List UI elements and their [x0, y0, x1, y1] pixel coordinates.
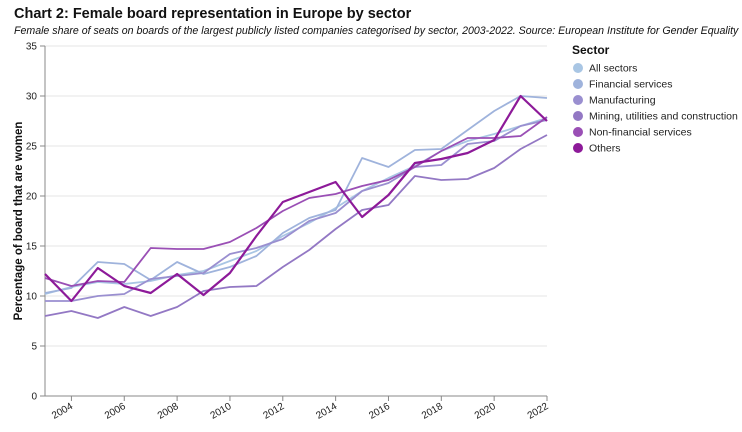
x-tick-label: 2018 — [420, 401, 445, 422]
y-tick-label: 35 — [26, 42, 38, 53]
x-tick-label: 2006 — [103, 401, 128, 422]
legend-swatch — [573, 111, 583, 121]
x-tick-label: 2004 — [50, 401, 75, 422]
y-axis-label: Percentage of board that are women — [13, 122, 25, 321]
legend: Sector All sectors Financial services Manuf… — [572, 43, 738, 155]
y-tick-label: 0 — [31, 392, 37, 403]
y-tick-label: 15 — [26, 242, 38, 253]
series-line-non-financial-services — [44, 116, 548, 287]
legend-swatch — [573, 127, 583, 137]
chart-title: Chart 2: Female board representation in … — [14, 6, 412, 22]
legend-swatch — [573, 143, 583, 153]
y-tick-label: 20 — [26, 192, 38, 203]
legend-item-label: Manufacturing — [589, 95, 656, 107]
x-tick-label: 2020 — [473, 401, 498, 422]
x-tick-label: 2010 — [209, 401, 234, 422]
series-lines — [44, 94, 548, 319]
x-tick-label: 2012 — [262, 401, 287, 422]
series-line-mining-utilities-and-construction — [44, 134, 548, 319]
x-tick-label: 2022 — [526, 401, 551, 422]
legend-item-label: Others — [589, 143, 621, 155]
legend-title: Sector — [572, 43, 610, 57]
legend-item-label: Mining, utilities and construction — [589, 111, 738, 123]
x-tick-label: 2014 — [314, 401, 339, 422]
x-tick-label: 2016 — [367, 401, 392, 422]
axes: 0 5 10 15 20 25 30 35 2004 2006 2008 2010 2012 2014 20… — [26, 42, 551, 422]
y-tick-label: 10 — [26, 292, 38, 303]
legend-swatch — [573, 79, 583, 89]
y-tick-label: 5 — [31, 342, 37, 353]
legend-item-label: Financial services — [589, 79, 672, 91]
legend-swatch — [573, 63, 583, 73]
chart-subtitle: Female share of seats on boards of the l… — [14, 25, 739, 37]
x-tick-label: 2008 — [156, 401, 181, 422]
series-line-financial-services — [44, 95, 548, 294]
series-line-manufacturing — [45, 119, 548, 302]
series-line-others — [44, 94, 548, 303]
y-tick-label: 25 — [26, 142, 38, 153]
legend-item-label: Non-financial services — [589, 127, 692, 139]
y-tick-label: 30 — [26, 92, 38, 103]
legend-item-label: All sectors — [589, 63, 637, 75]
legend-swatch — [573, 95, 583, 105]
grid-lines — [45, 45, 547, 397]
